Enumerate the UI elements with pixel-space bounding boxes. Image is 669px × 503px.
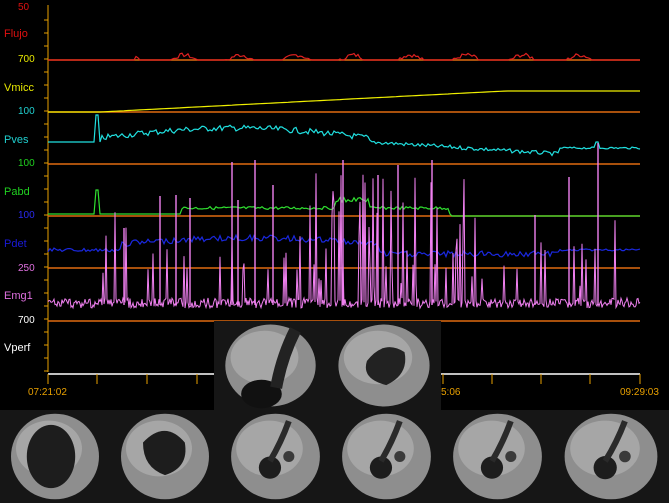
fluoro-frame-top-1 <box>214 321 327 410</box>
channel-label-pves: Pves <box>4 134 29 146</box>
time-start-label: 07:21:02 <box>28 387 67 398</box>
channel-label-vperf: Vperf <box>4 342 31 354</box>
channel-label-emg1: Emg1 <box>4 290 33 302</box>
fluoro-image <box>327 321 441 410</box>
scale-label-pabd: 100 <box>18 158 35 169</box>
fluoro-image <box>442 410 553 503</box>
trace-pdet <box>47 233 641 259</box>
channel-label-vmicc: Vmicc <box>4 82 34 94</box>
channel-label-pabd: Pabd <box>4 186 30 198</box>
trace-pves <box>48 114 641 157</box>
scale-label-vmicc: 700 <box>18 54 35 65</box>
channel-label-pdet: Pdet <box>4 238 27 250</box>
trace-emg1 <box>47 173 641 310</box>
time-mid-label: 5:06 <box>441 387 461 398</box>
trace-pabd <box>48 189 640 217</box>
fluoro-frame-bottom-5 <box>442 410 553 503</box>
scale-label-flujo: 50 <box>18 2 30 13</box>
urodynamic-traces-panel <box>44 5 641 384</box>
trace-vmicc <box>48 90 640 113</box>
channel-label-flujo: Flujo <box>4 28 28 40</box>
fluoro-frame-bottom-3 <box>220 410 331 503</box>
fluoro-image <box>110 410 220 503</box>
fluoro-frame-bottom-2 <box>110 410 220 503</box>
fluoro-image <box>553 410 669 503</box>
fluoro-frame-top-2 <box>327 321 441 410</box>
scale-label-emg1: 250 <box>18 263 35 274</box>
fluoro-image <box>331 410 442 503</box>
trace-flujo <box>48 52 640 61</box>
fluoro-image <box>0 410 110 503</box>
fluoro-image <box>220 410 331 503</box>
scale-label-pdet: 100 <box>18 210 35 221</box>
fluoro-frame-bottom-4 <box>331 410 442 503</box>
fluoro-frame-bottom-6 <box>553 410 669 503</box>
fluoro-image <box>214 321 327 410</box>
fluoro-frame-bottom-1 <box>0 410 110 503</box>
scale-label-pves: 100 <box>18 106 35 117</box>
scale-label-vperf: 700 <box>18 315 35 326</box>
time-end-label: 09:29:03 <box>620 387 659 398</box>
